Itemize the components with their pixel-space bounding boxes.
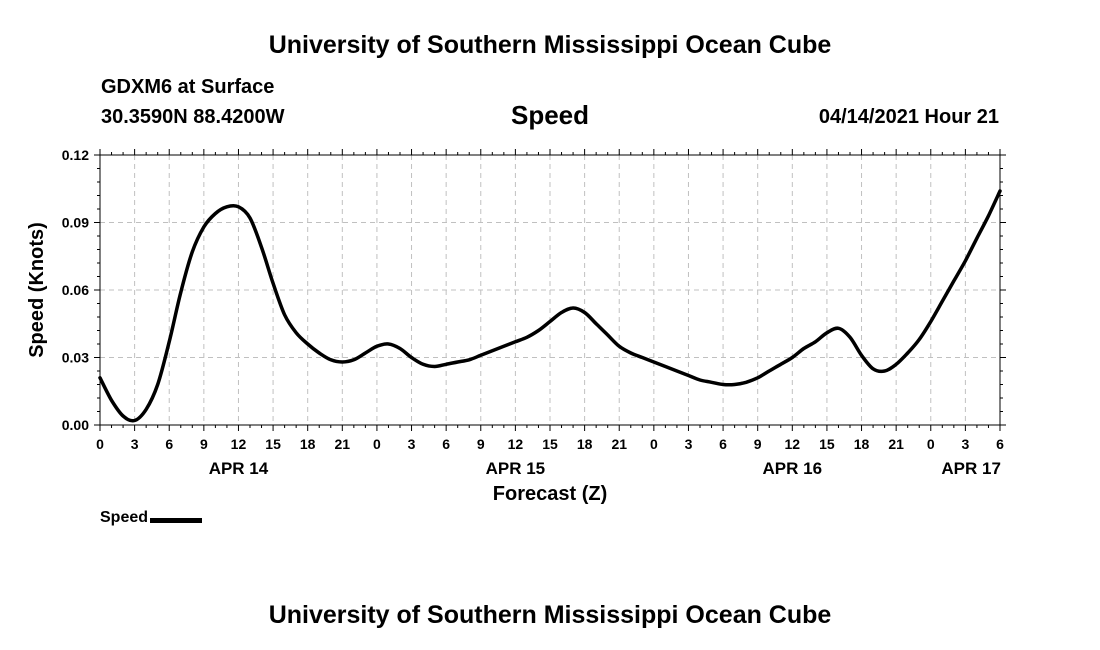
y-axis-title: Speed (Knots) (26, 222, 48, 358)
legend-swatch-speed (150, 517, 203, 523)
footer-title: University of Southern Mississippi Ocean… (268, 601, 832, 629)
x-tick-label: 6 (996, 436, 1004, 452)
x-tick-label: 15 (265, 436, 281, 452)
x-tick-label: 0 (650, 436, 658, 452)
legend-label-speed: Speed (100, 509, 149, 526)
x-tick-label: 0 (373, 436, 381, 452)
y-tick-label: 0.12 (62, 147, 89, 163)
x-tick-label: 3 (961, 436, 969, 452)
x-tick-label: 6 (719, 436, 727, 452)
x-tick-label: 9 (477, 436, 485, 452)
axis-labels: Speed (Knots) Forecast (Z) 0.00 0.03 0.06 0… (26, 147, 1004, 505)
x-tick-label: 18 (854, 436, 870, 452)
y-tick-label: 0.09 (62, 215, 89, 231)
x-tick-label: 12 (785, 436, 801, 452)
x-tick-label: 21 (611, 436, 627, 452)
x-tick-label: 18 (577, 436, 593, 452)
x-tick-label: 15 (542, 436, 558, 452)
coordinates-label: 30.3590N 88.4200W (101, 106, 285, 128)
x-tick-label: 3 (408, 436, 416, 452)
chart-title: Speed (510, 100, 590, 130)
x-tick-label: 3 (131, 436, 139, 452)
x-tick-label: 6 (442, 436, 450, 452)
x-tick-label: 21 (888, 436, 904, 452)
x-tick-label: 9 (200, 436, 208, 452)
x-tick-label: 9 (754, 436, 762, 452)
x-tick-label: 15 (819, 436, 835, 452)
y-tick-label: 0.00 (62, 417, 89, 433)
forecast-datetime: 04/14/2021 Hour 21 (818, 106, 999, 128)
grid (100, 155, 1000, 425)
legend: Speed (100, 509, 203, 527)
page-title: University of Southern Mississippi Ocean… (268, 31, 832, 59)
y-tick-label: 0.06 (62, 282, 89, 298)
station-label: GDXM6 at Surface (101, 76, 275, 98)
x-axis-title: Forecast (Z) (493, 483, 607, 505)
x-tick-label: 12 (231, 436, 247, 452)
speed-series-line (98, 189, 1002, 423)
x-tick-label: 21 (335, 436, 351, 452)
date-label: APR 14 (209, 459, 269, 478)
date-label: APR 17 (941, 459, 1001, 478)
y-tick-label: 0.03 (62, 350, 89, 366)
x-tick-label: 6 (165, 436, 173, 452)
x-tick-label: 0 (96, 436, 104, 452)
x-tick-label: 12 (508, 436, 524, 452)
x-tick-label: 3 (685, 436, 693, 452)
axis-ticks (94, 149, 1006, 431)
x-tick-label: 0 (927, 436, 935, 452)
x-tick-label: 18 (300, 436, 316, 452)
date-label: APR 16 (763, 459, 823, 478)
date-label: APR 15 (486, 459, 546, 478)
